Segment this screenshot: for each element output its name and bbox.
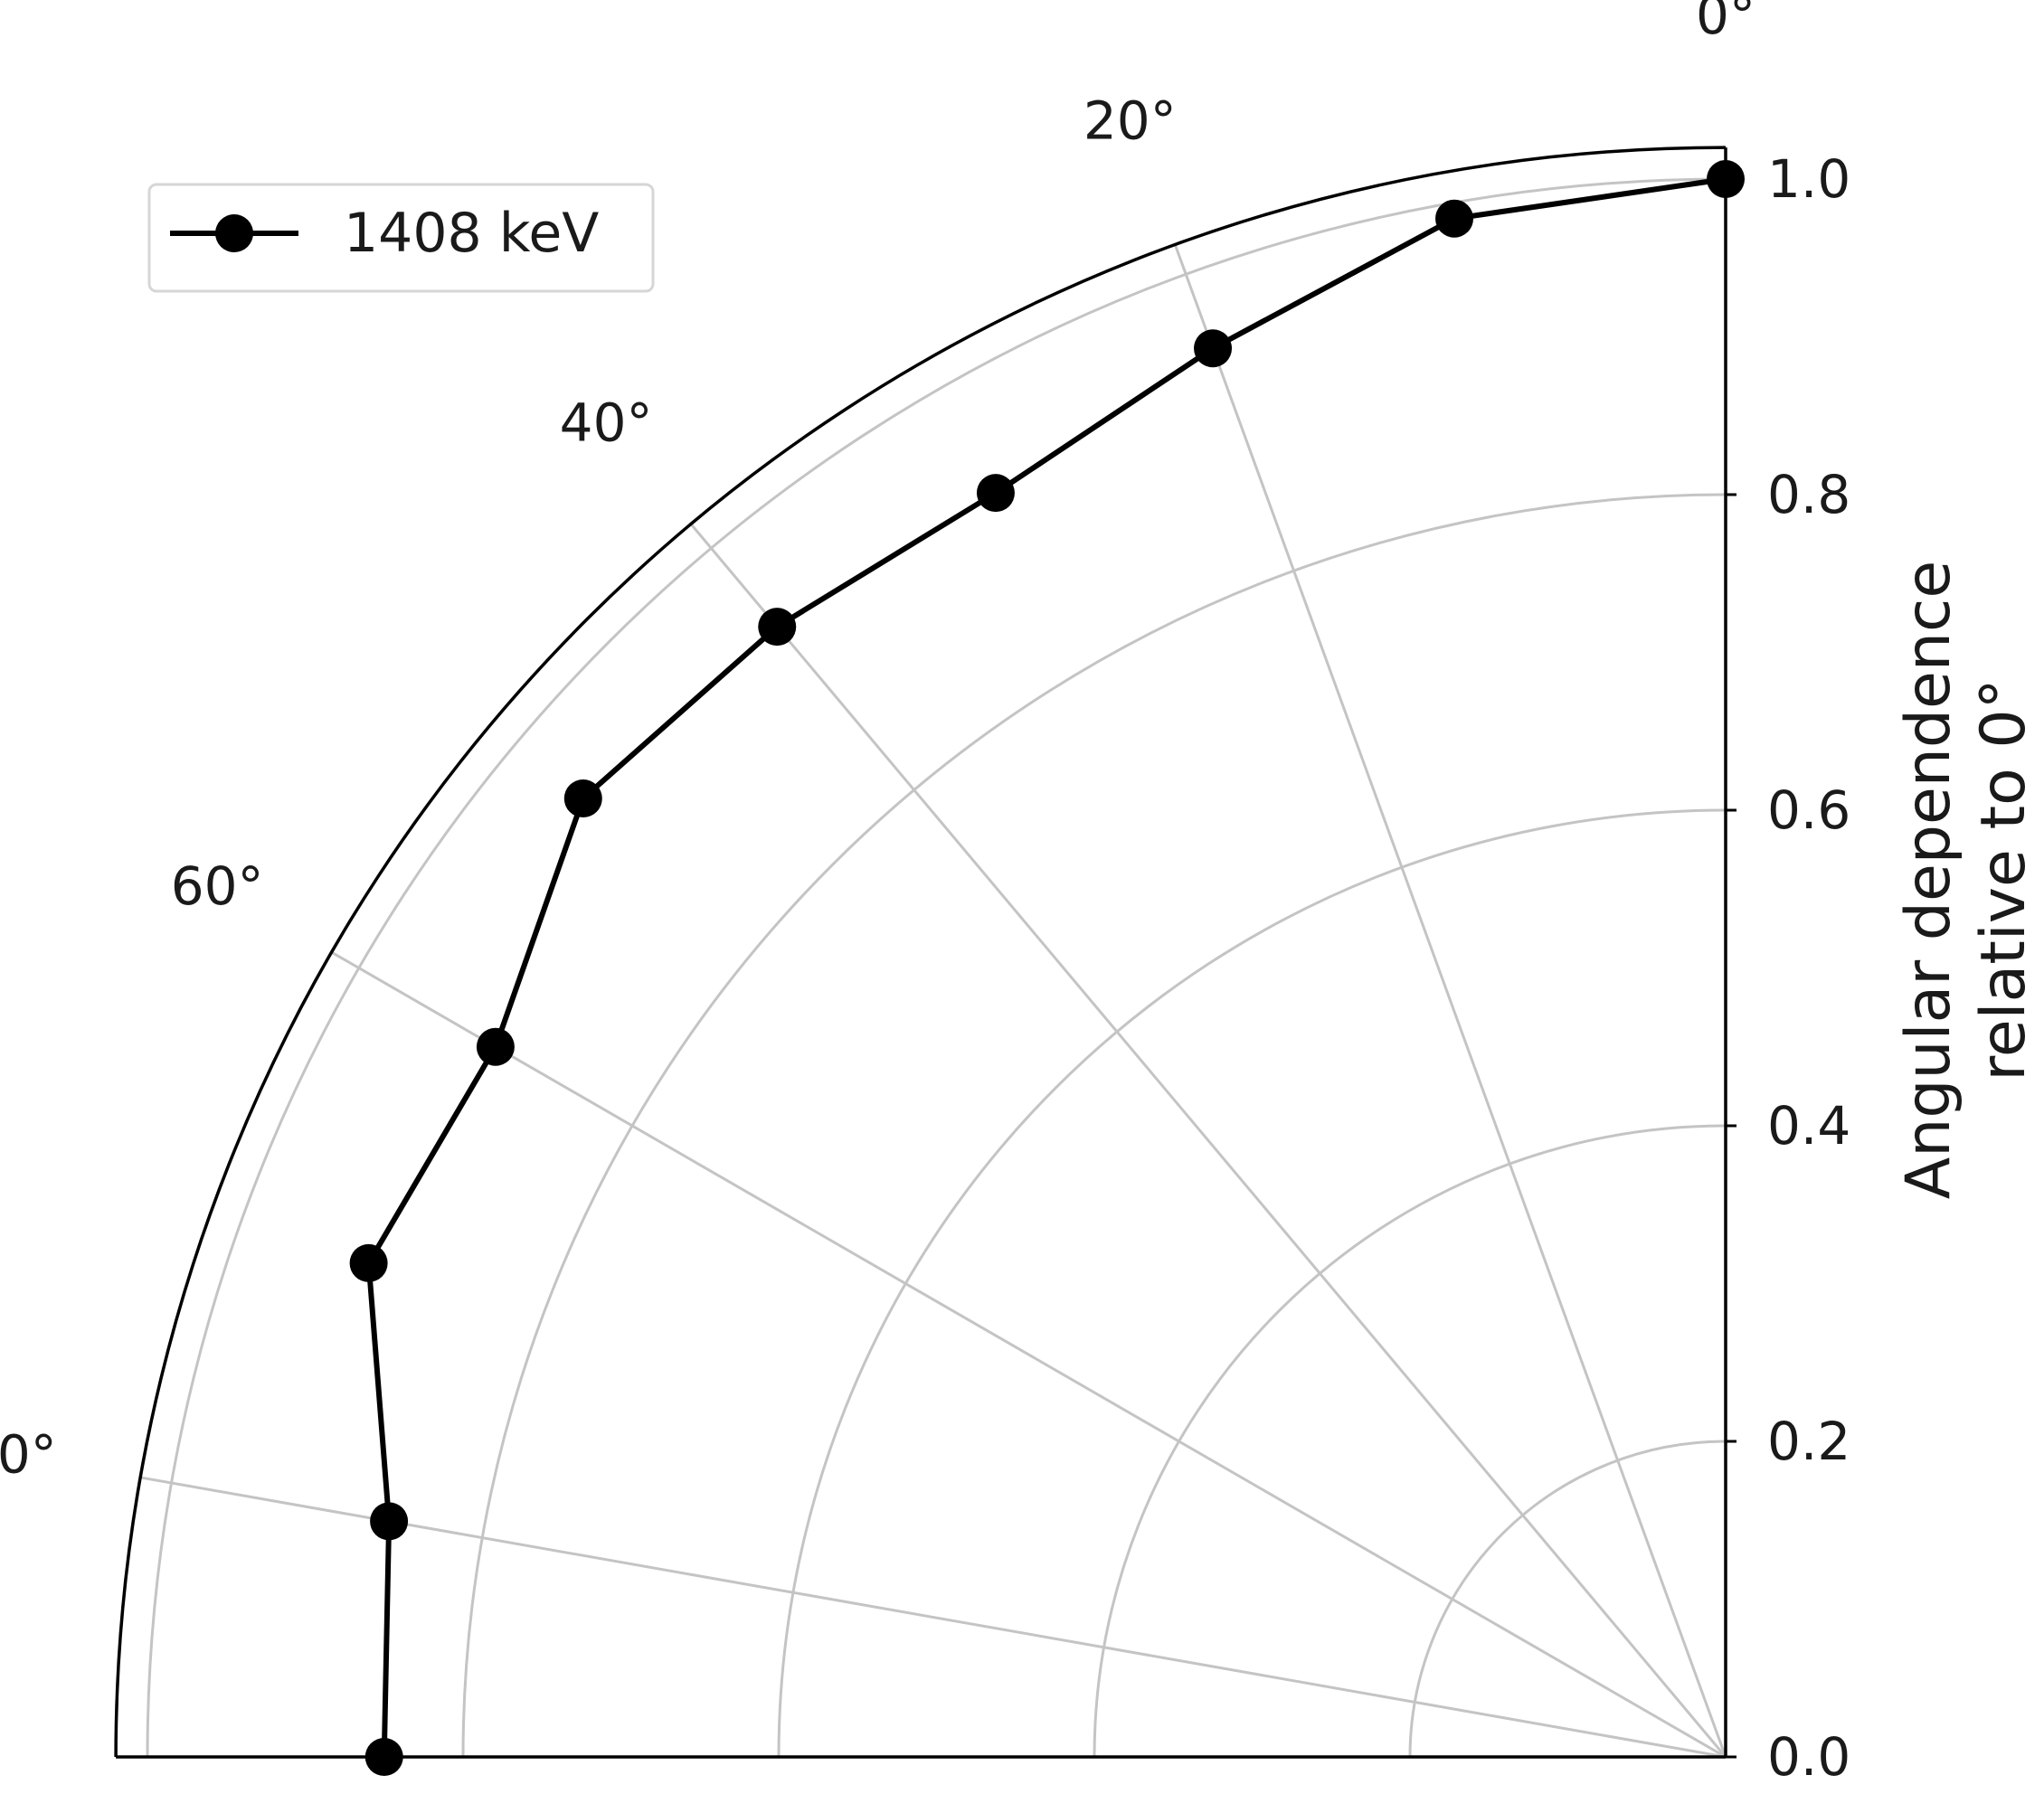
theta-tick-label: 20° [1084,90,1177,151]
r-tick-label: 1.0 [1767,148,1850,210]
r-grid-arc [777,808,1727,1758]
data-point [364,1738,403,1776]
r-tick-label: 0.0 [1767,1726,1850,1788]
r-tick-label: 0.6 [1767,779,1850,841]
theta-tick-label: 60° [171,855,264,917]
data-series [349,160,1745,1776]
r-grid-arc [1408,1440,1727,1758]
theta-tick-label: 40° [560,392,653,454]
theta-grid-line [689,523,1727,1758]
legend-box [147,183,655,293]
y-axis-label-line-2: relative to 0° [1968,678,2039,1081]
data-point [1194,329,1233,368]
theta-tick-label: 80° [0,1424,57,1486]
legend: 1408 keV [147,183,655,293]
y-axis-label-line-1: Angular dependence [1893,561,1964,1199]
r-grid-arc [1093,1124,1727,1758]
outer-arc [114,146,1727,1758]
theta-grid-line [1173,243,1727,1758]
data-point [476,1027,515,1066]
r-tick-label: 0.8 [1767,464,1850,525]
data-point [1707,160,1745,198]
r-grid-arc [146,177,1727,1758]
tick-labels: 0.0 0.2 0.4 0.6 0.8 1.0 0° 20° 40° 60° 80° [0,0,1850,1788]
theta-tick-label: 0° [1696,0,1755,46]
data-point [758,608,797,647]
data-point [563,779,602,818]
data-point [370,1502,409,1541]
r-grid-arc [461,493,1727,1758]
legend-marker [215,214,253,252]
r-tick-label: 0.2 [1767,1411,1850,1472]
data-point [1435,199,1474,238]
series-line [365,176,1727,1758]
r-tick-label: 0.4 [1767,1095,1850,1157]
legend-label: 1408 keV [344,202,599,265]
grid [139,177,1727,1759]
theta-grid-line [330,950,1727,1759]
data-point [976,474,1015,513]
data-point [349,1243,388,1282]
